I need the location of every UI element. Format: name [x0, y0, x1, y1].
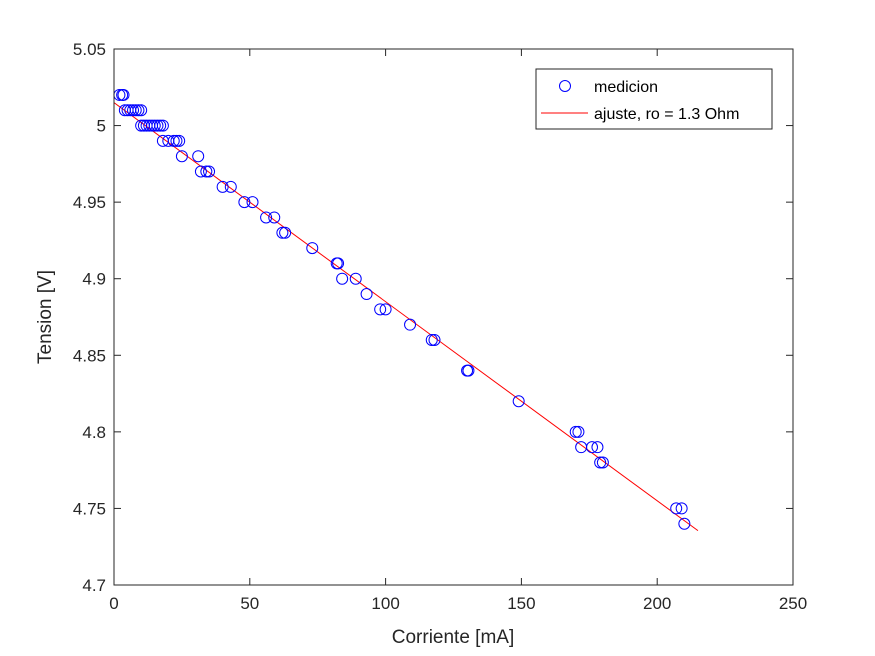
data-point [276, 226, 289, 239]
data-point [596, 456, 609, 469]
data-point [238, 196, 251, 209]
x-tick-label: 150 [507, 594, 535, 613]
data-point [512, 395, 525, 408]
y-tick-label: 4.95 [73, 193, 106, 212]
x-tick-label: 50 [240, 594, 259, 613]
x-ticks: 0 50 100 150 200 250 [109, 49, 807, 613]
y-tick-label: 5 [97, 117, 106, 136]
data-point [591, 441, 604, 454]
data-point [224, 180, 237, 193]
data-point [306, 242, 319, 255]
data-point [336, 272, 349, 285]
plot-area [114, 49, 793, 585]
data-point [129, 104, 142, 117]
data-point [148, 119, 161, 132]
data-point [268, 211, 281, 224]
data-point [135, 104, 148, 117]
data-point [132, 104, 145, 117]
data-point [594, 456, 607, 469]
legend-box [535, 68, 773, 130]
data-point [203, 165, 216, 178]
x-tick-label: 200 [643, 594, 671, 613]
points-layer [113, 88, 691, 530]
y-tick-label: 4.85 [73, 346, 106, 365]
data-point [425, 333, 438, 346]
data-point [167, 134, 180, 147]
x-tick-label: 0 [109, 594, 118, 613]
data-point [462, 364, 475, 377]
data-point [216, 180, 229, 193]
data-point [379, 303, 392, 316]
data-point [192, 150, 205, 163]
data-point [678, 517, 691, 530]
plot-frame [113, 48, 794, 586]
y-tick-label: 4.75 [73, 499, 106, 518]
data-point [404, 318, 417, 331]
data-point [670, 502, 683, 515]
y-tick-label: 4.7 [82, 576, 106, 595]
data-point [675, 502, 688, 515]
data-point [170, 134, 183, 147]
y-axis-title: Tension [V] [35, 270, 56, 364]
data-point [374, 303, 387, 316]
data-point [127, 104, 140, 117]
y-tick-label: 5.05 [73, 40, 106, 59]
data-point [246, 196, 259, 209]
data-point [151, 119, 164, 132]
x-tick-label: 250 [779, 594, 807, 613]
data-point [428, 333, 441, 346]
data-point [260, 211, 273, 224]
legend: medicion ajuste, ro = 1.3 Ohm [535, 68, 773, 130]
data-point [117, 88, 130, 101]
y-tick-label: 4.9 [82, 270, 106, 289]
data-point [154, 119, 167, 132]
data-point [200, 165, 213, 178]
data-point [569, 425, 582, 438]
data-point [156, 119, 169, 132]
data-point [279, 226, 292, 239]
data-point [586, 441, 599, 454]
y-tick-label: 4.8 [82, 423, 106, 442]
data-point [360, 288, 373, 301]
x-axis-title: Corriente [mA] [392, 627, 514, 648]
data-point [349, 272, 362, 285]
legend-marker-medicion [559, 80, 571, 92]
x-tick-label: 100 [371, 594, 399, 613]
legend-label-medicion: medicion [594, 79, 658, 96]
legend-label-fit: ajuste, ro = 1.3 Ohm [594, 106, 739, 123]
data-point [175, 150, 188, 163]
data-point [332, 257, 345, 270]
data-point [173, 134, 186, 147]
data-point [572, 425, 585, 438]
y-ticks: 4.7 4.75 4.8 4.85 4.9 4.95 5 5.05 [73, 40, 793, 595]
data-point [194, 165, 207, 178]
